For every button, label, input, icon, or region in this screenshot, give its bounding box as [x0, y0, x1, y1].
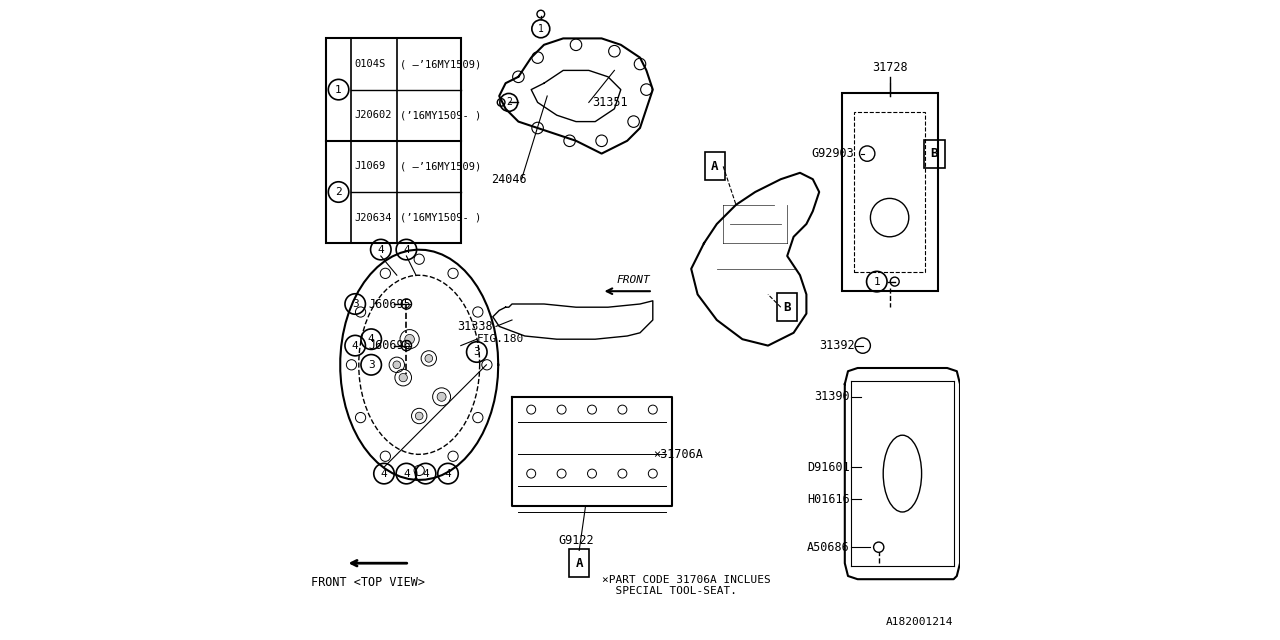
Text: 3: 3	[352, 299, 358, 309]
Text: (’16MY1509- ): (’16MY1509- )	[399, 212, 481, 223]
Circle shape	[415, 412, 422, 420]
Text: FRONT <TOP VIEW>: FRONT <TOP VIEW>	[311, 576, 425, 589]
Text: FRONT: FRONT	[617, 275, 650, 285]
Circle shape	[436, 392, 447, 401]
Text: 2: 2	[335, 187, 342, 197]
Circle shape	[393, 361, 401, 369]
Bar	[326, 38, 461, 243]
Text: 1: 1	[335, 84, 342, 95]
Text: J20602: J20602	[353, 110, 392, 120]
Text: J1069: J1069	[353, 161, 385, 172]
Text: A: A	[712, 160, 718, 173]
Text: ( –’16MY1509): ( –’16MY1509)	[399, 161, 481, 172]
Text: FIG.180: FIG.180	[477, 334, 524, 344]
Text: 1: 1	[538, 24, 544, 34]
Text: 31351: 31351	[591, 96, 627, 109]
Text: (’16MY1509- ): (’16MY1509- )	[399, 110, 481, 120]
Text: 3: 3	[474, 347, 480, 357]
Text: 4: 4	[403, 468, 410, 479]
Text: 3: 3	[367, 360, 375, 370]
Text: A: A	[576, 557, 582, 570]
Circle shape	[404, 334, 415, 344]
Text: 24046: 24046	[492, 173, 526, 186]
Text: 0104S: 0104S	[353, 59, 385, 69]
Text: 31390: 31390	[814, 390, 850, 403]
Text: ×31706A: ×31706A	[653, 448, 703, 461]
Text: 4: 4	[422, 468, 429, 479]
Text: D91601: D91601	[808, 461, 850, 474]
Text: 4: 4	[378, 244, 384, 255]
Circle shape	[425, 355, 433, 362]
Text: 31338: 31338	[457, 320, 493, 333]
Text: 31728: 31728	[872, 61, 908, 74]
Text: 31392: 31392	[819, 339, 855, 352]
Text: A50686: A50686	[808, 541, 850, 554]
Text: 4: 4	[367, 334, 375, 344]
Circle shape	[399, 374, 407, 382]
Text: 1: 1	[873, 276, 881, 287]
Text: G9122: G9122	[558, 534, 594, 547]
Text: H01616: H01616	[808, 493, 850, 506]
Text: G92903: G92903	[812, 147, 855, 160]
Text: 4: 4	[403, 244, 410, 255]
Text: ( –’16MY1509): ( –’16MY1509)	[399, 59, 481, 69]
Text: J60696: J60696	[369, 339, 411, 352]
Text: 4: 4	[380, 468, 388, 479]
Text: J60695: J60695	[369, 298, 411, 310]
Text: A182001214: A182001214	[886, 617, 954, 627]
Text: 2: 2	[506, 97, 512, 108]
Text: B: B	[931, 147, 938, 160]
Text: J20634: J20634	[353, 212, 392, 223]
Text: 4: 4	[444, 468, 452, 479]
Text: 4: 4	[352, 340, 358, 351]
Text: B: B	[783, 301, 791, 314]
Text: ×PART CODE 31706A INCLUES
  SPECIAL TOOL-SEAT.: ×PART CODE 31706A INCLUES SPECIAL TOOL-S…	[602, 575, 771, 596]
